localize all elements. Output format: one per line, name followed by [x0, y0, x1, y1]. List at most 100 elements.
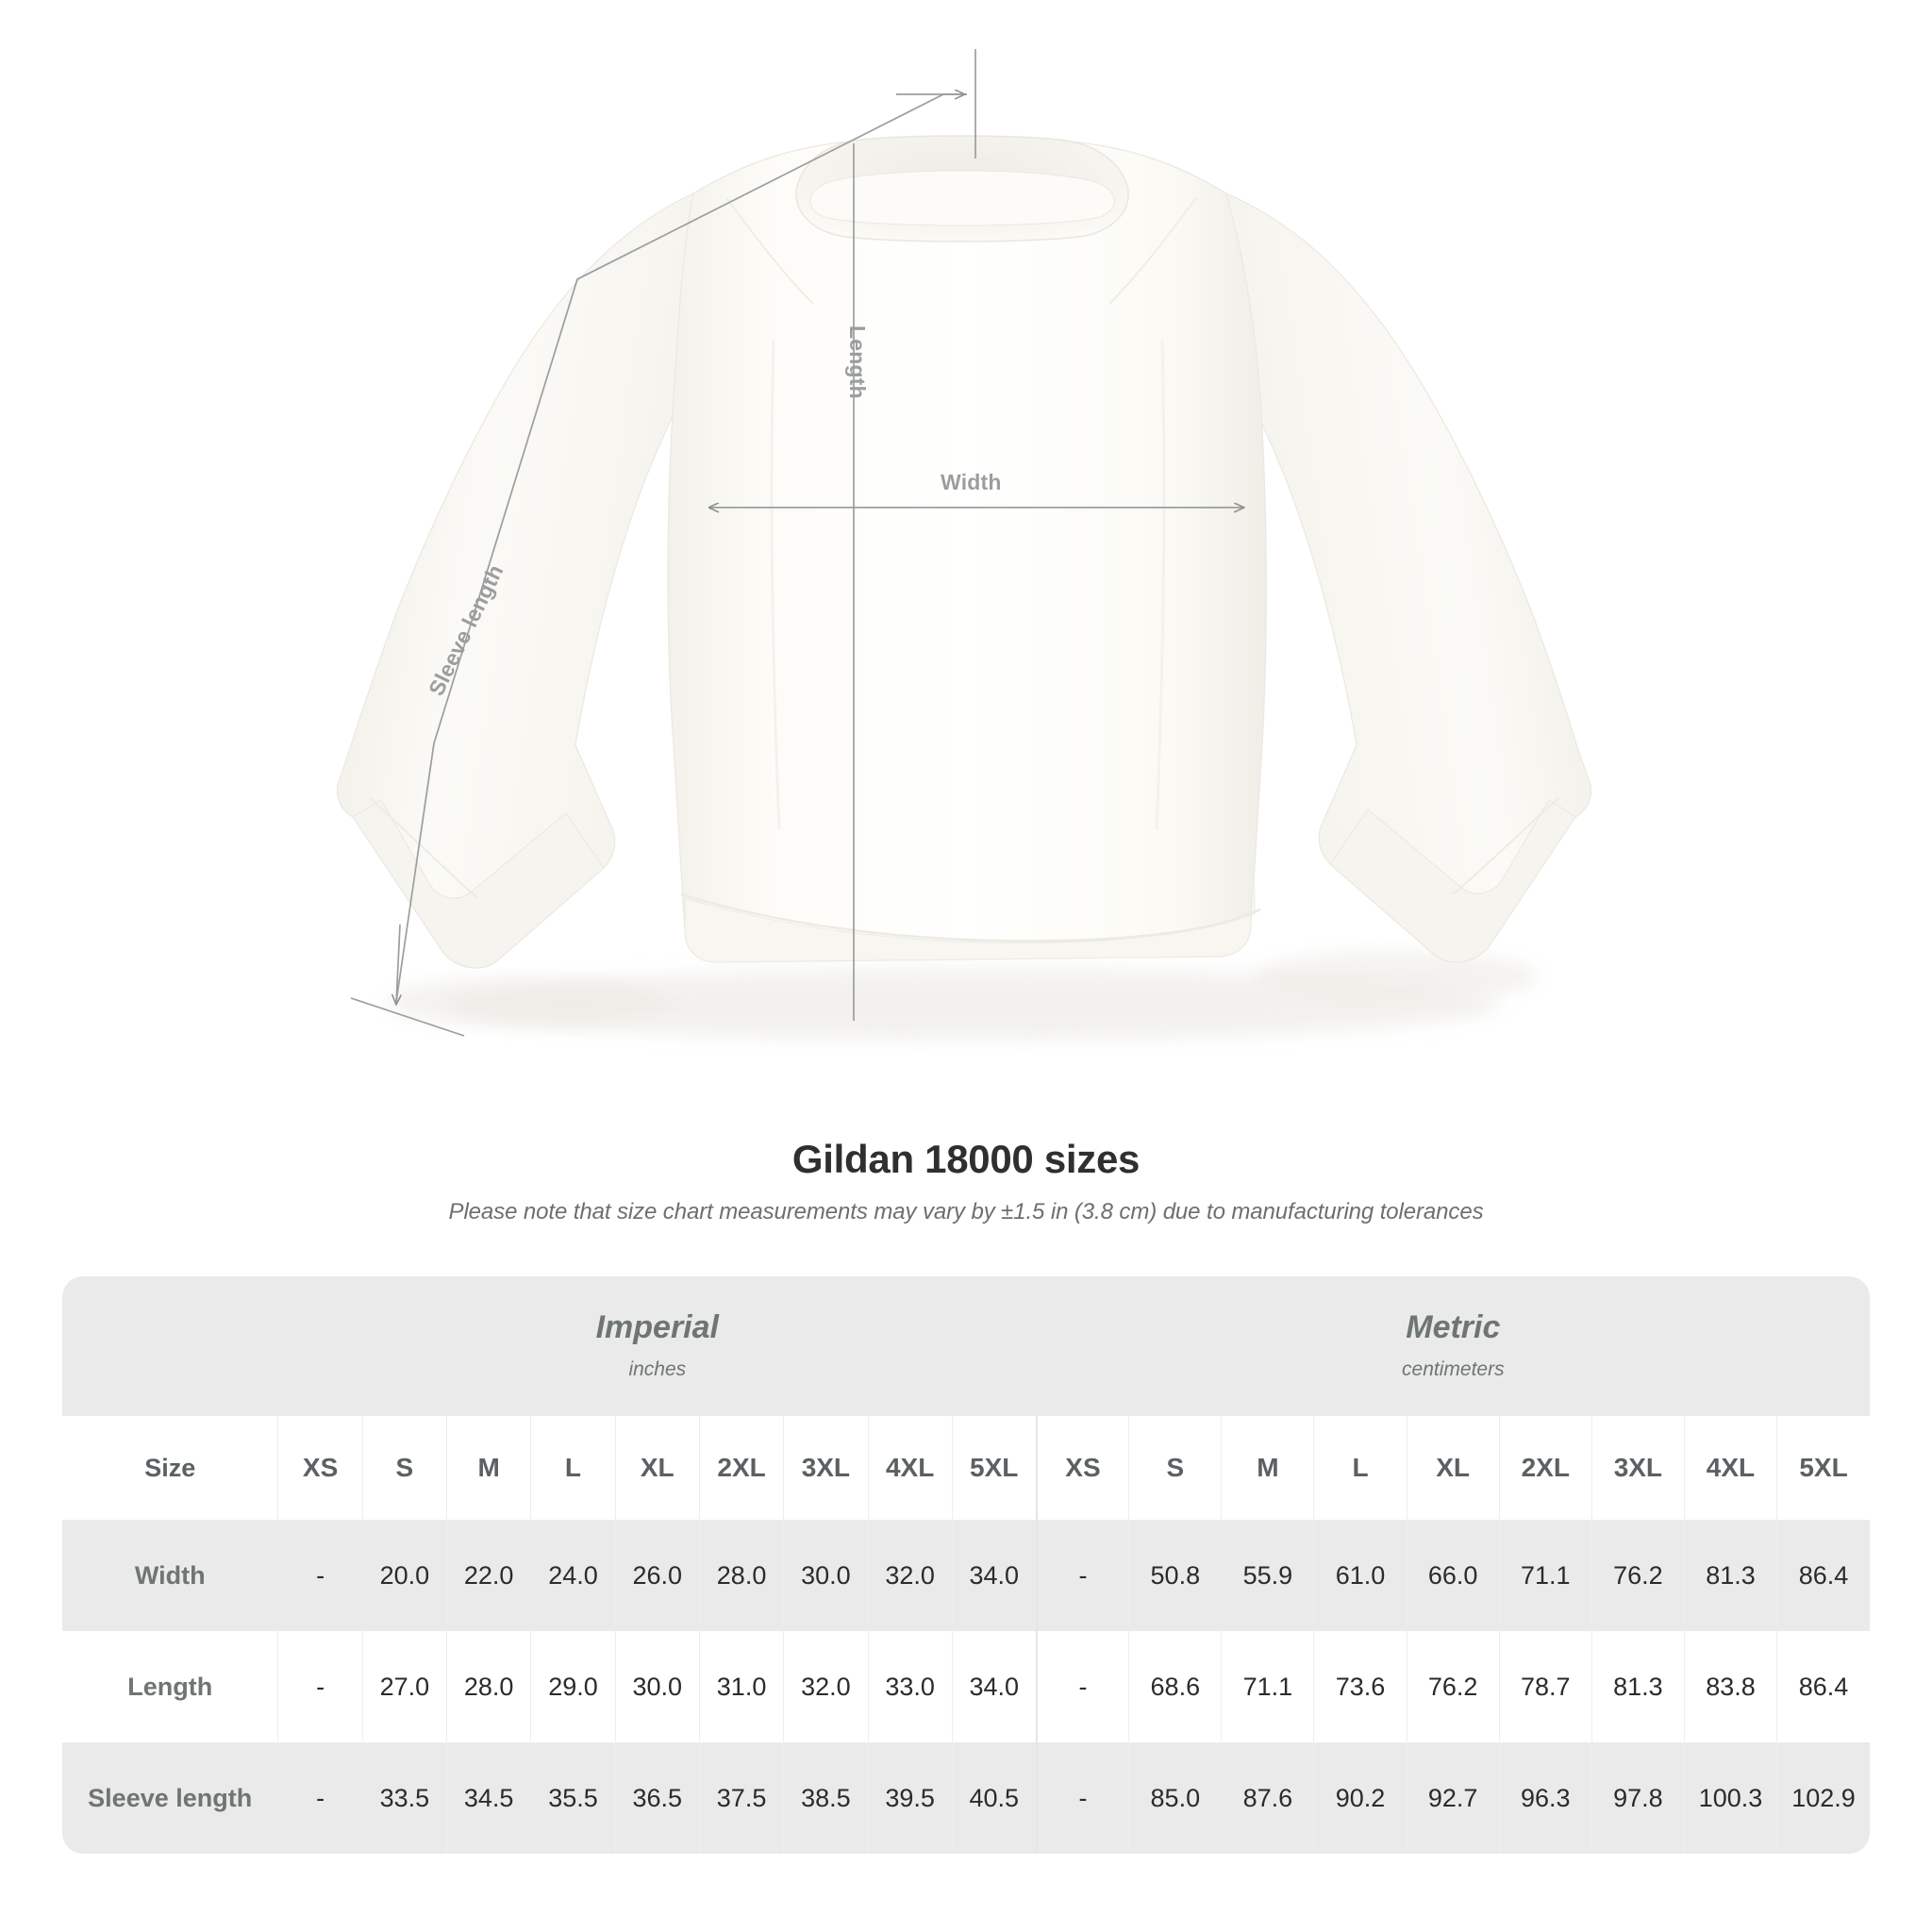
measurement-annotations	[350, 49, 1243, 1037]
cell-length-metric-5xl: 86.4	[1776, 1631, 1870, 1742]
header-metric-l: L	[1313, 1416, 1407, 1520]
title-block: Gildan 18000 sizes Please note that size…	[0, 1137, 1932, 1225]
table-row: Length - 27.0 28.0 29.0 30.0 31.0 32.0 3…	[62, 1631, 1870, 1742]
cell-length-imperial-3xl: 32.0	[783, 1631, 869, 1742]
header-metric-4xl: 4XL	[1683, 1416, 1777, 1520]
cell-length-metric-m: 71.1	[1221, 1631, 1314, 1742]
header-imperial-4xl: 4XL	[867, 1416, 953, 1520]
header-metric-xl: XL	[1406, 1416, 1500, 1520]
cell-sleeve-imperial-m: 34.5	[446, 1742, 531, 1854]
header-imperial-xl: XL	[614, 1416, 700, 1520]
header-imperial-xs: XS	[277, 1416, 363, 1520]
cell-length-metric-l: 73.6	[1313, 1631, 1407, 1742]
cell-length-metric-xs: -	[1035, 1631, 1129, 1742]
right-cuff	[1329, 799, 1576, 963]
table-row: Sleeve length - 33.5 34.5 35.5 36.5 37.5…	[62, 1742, 1870, 1854]
unit-name-metric: Metric	[1406, 1309, 1501, 1346]
size-chart-table: Imperial inches Metric centimeters Size …	[62, 1276, 1870, 1854]
cell-length-metric-s: 68.6	[1128, 1631, 1222, 1742]
sleeve-bottom-arrow	[396, 924, 400, 1004]
row-label-sleeve-length: Sleeve length	[62, 1742, 278, 1854]
header-imperial-2xl: 2XL	[698, 1416, 784, 1520]
unit-sub-imperial: inches	[628, 1357, 687, 1380]
cell-width-imperial-l: 24.0	[530, 1520, 616, 1631]
right-sleeve	[1205, 192, 1592, 963]
cell-width-metric-m: 55.9	[1221, 1520, 1314, 1631]
row-label-width: Width	[62, 1520, 278, 1631]
cell-sleeve-imperial-xs: -	[277, 1742, 363, 1854]
cell-width-imperial-s: 20.0	[361, 1520, 447, 1631]
cell-sleeve-imperial-xl: 36.5	[614, 1742, 700, 1854]
cell-width-metric-s: 50.8	[1128, 1520, 1222, 1631]
cell-sleeve-metric-l: 90.2	[1313, 1742, 1407, 1854]
cell-width-metric-xs: -	[1035, 1520, 1129, 1631]
unit-sub-metric: centimeters	[1402, 1357, 1505, 1380]
header-imperial-3xl: 3XL	[783, 1416, 869, 1520]
left-cuff	[352, 799, 605, 969]
table-row: Width - 20.0 22.0 24.0 26.0 28.0 30.0 32…	[62, 1520, 1870, 1631]
cell-sleeve-metric-s: 85.0	[1128, 1742, 1222, 1854]
size-chart-table-container: Imperial inches Metric centimeters Size …	[62, 1276, 1870, 1854]
unit-banner-spacer	[62, 1276, 278, 1416]
cell-length-imperial-l: 29.0	[530, 1631, 616, 1742]
unit-name-imperial: Imperial	[595, 1309, 719, 1346]
cell-width-imperial-4xl: 32.0	[867, 1520, 953, 1631]
cell-sleeve-imperial-4xl: 39.5	[867, 1742, 953, 1854]
cell-length-imperial-xs: -	[277, 1631, 363, 1742]
cell-width-metric-l: 61.0	[1313, 1520, 1407, 1631]
cell-sleeve-metric-xs: -	[1035, 1742, 1129, 1854]
size-header-row: Size XS S M L XL 2XL 3XL 4XL 5XL XS S M …	[62, 1416, 1870, 1520]
cell-sleeve-imperial-s: 33.5	[361, 1742, 447, 1854]
cell-sleeve-metric-4xl: 100.3	[1683, 1742, 1777, 1854]
cell-sleeve-metric-5xl: 102.9	[1776, 1742, 1870, 1854]
unit-banner-metric: Metric centimeters	[1036, 1276, 1870, 1416]
sleeve-bottom-tick	[350, 997, 465, 1037]
cell-length-metric-3xl: 81.3	[1591, 1631, 1685, 1742]
cell-width-imperial-3xl: 30.0	[783, 1520, 869, 1631]
sweatshirt-illustration	[336, 49, 1592, 1041]
unit-banner-row: Imperial inches Metric centimeters	[62, 1276, 1870, 1416]
cell-sleeve-metric-xl: 92.7	[1406, 1742, 1500, 1854]
header-metric-3xl: 3XL	[1591, 1416, 1685, 1520]
cell-width-metric-xl: 66.0	[1406, 1520, 1500, 1631]
row-label-length: Length	[62, 1631, 278, 1742]
header-imperial-s: S	[361, 1416, 447, 1520]
collar-inner	[809, 170, 1115, 226]
unit-banner-imperial: Imperial inches	[277, 1276, 1037, 1416]
cell-length-metric-2xl: 78.7	[1498, 1631, 1592, 1742]
garment-diagram: Length Width Sleeve length	[336, 49, 1592, 1041]
left-sleeve	[336, 192, 725, 969]
cell-length-imperial-5xl: 34.0	[951, 1631, 1037, 1742]
header-metric-xs: XS	[1035, 1416, 1129, 1520]
cell-sleeve-imperial-5xl: 40.5	[951, 1742, 1037, 1854]
header-imperial-5xl: 5XL	[951, 1416, 1037, 1520]
cell-length-imperial-xl: 30.0	[614, 1631, 700, 1742]
length-label: Length	[845, 325, 870, 399]
cell-width-imperial-2xl: 28.0	[698, 1520, 784, 1631]
cell-width-metric-4xl: 81.3	[1683, 1520, 1777, 1631]
cell-length-imperial-s: 27.0	[361, 1631, 447, 1742]
cell-sleeve-imperial-2xl: 37.5	[698, 1742, 784, 1854]
header-metric-s: S	[1128, 1416, 1222, 1520]
cell-length-imperial-2xl: 31.0	[698, 1631, 784, 1742]
cell-sleeve-metric-m: 87.6	[1221, 1742, 1314, 1854]
cell-sleeve-metric-2xl: 96.3	[1498, 1742, 1592, 1854]
header-metric-5xl: 5XL	[1776, 1416, 1870, 1520]
header-size-label: Size	[62, 1416, 278, 1520]
cell-width-imperial-xl: 26.0	[614, 1520, 700, 1631]
cell-width-metric-5xl: 86.4	[1776, 1520, 1870, 1631]
cell-length-imperial-4xl: 33.0	[867, 1631, 953, 1742]
cell-sleeve-imperial-3xl: 38.5	[783, 1742, 869, 1854]
page-subtitle: Please note that size chart measurements…	[448, 1199, 1484, 1224]
cell-width-imperial-m: 22.0	[446, 1520, 531, 1631]
header-imperial-m: M	[446, 1416, 531, 1520]
header-metric-2xl: 2XL	[1498, 1416, 1592, 1520]
cell-length-metric-4xl: 83.8	[1683, 1631, 1777, 1742]
cell-width-metric-2xl: 71.1	[1498, 1520, 1592, 1631]
cell-width-imperial-xs: -	[277, 1520, 363, 1631]
page-title: Gildan 18000 sizes	[791, 1137, 1141, 1181]
cell-width-metric-3xl: 76.2	[1591, 1520, 1685, 1631]
body	[667, 141, 1267, 963]
header-metric-m: M	[1221, 1416, 1314, 1520]
cell-length-imperial-m: 28.0	[446, 1631, 531, 1742]
